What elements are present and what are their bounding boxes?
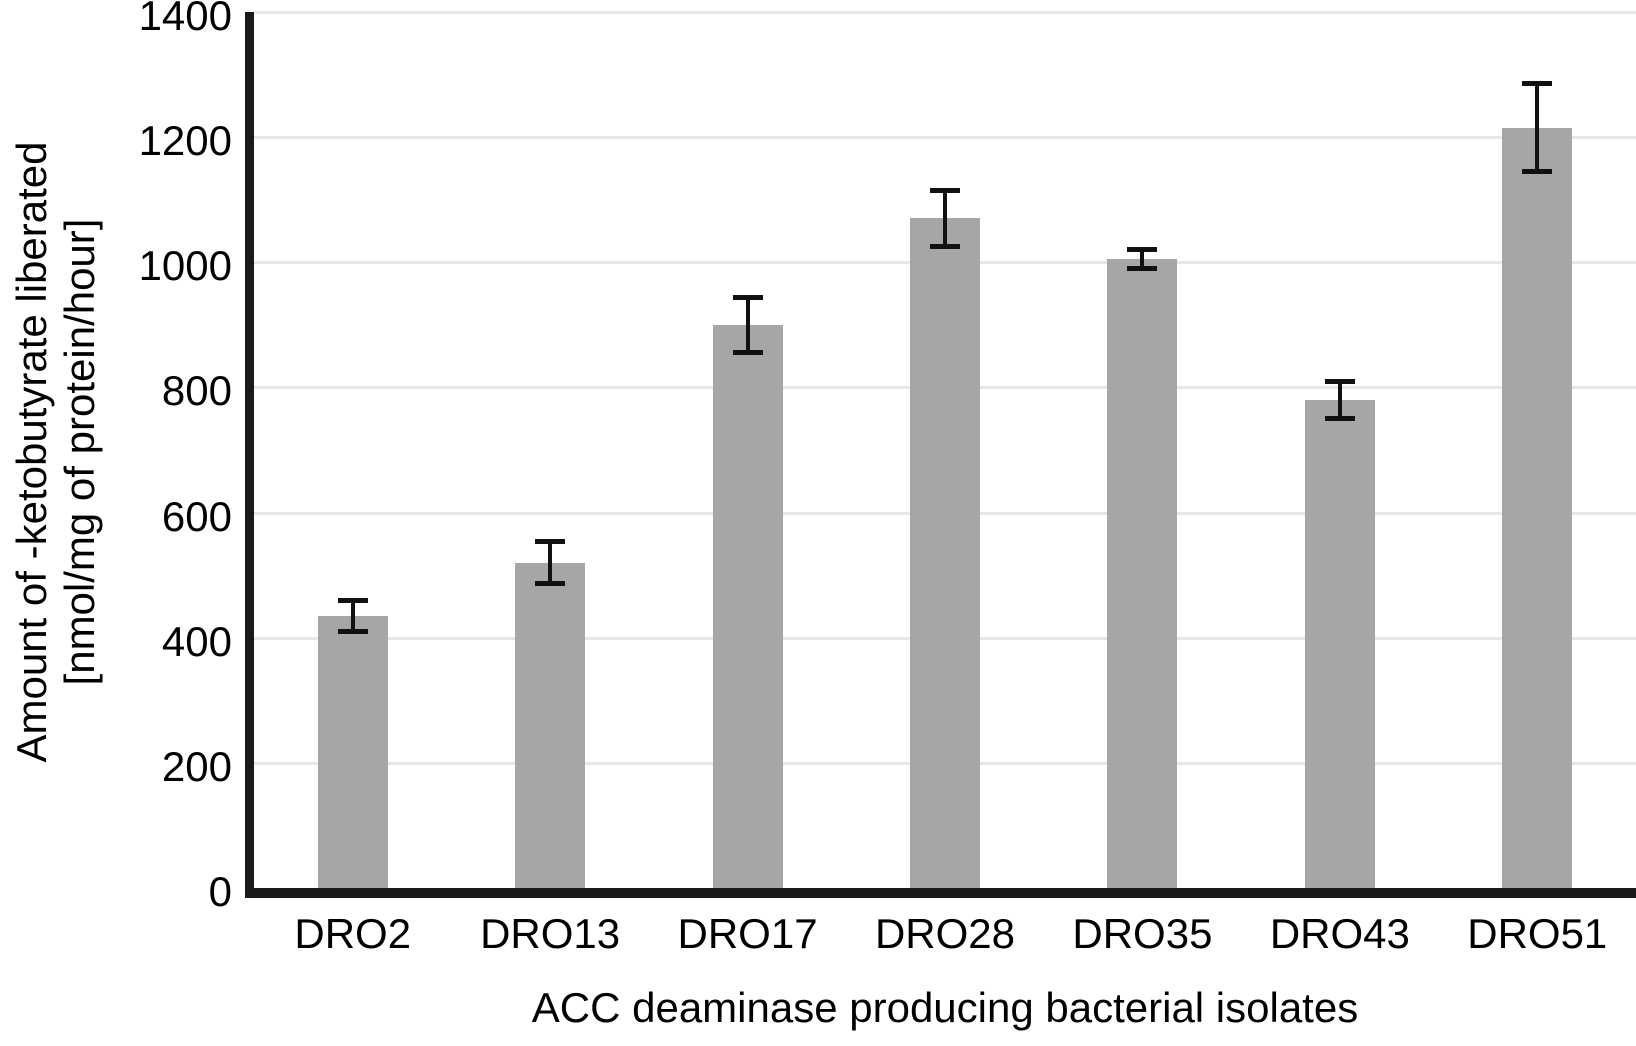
bar-DRO35 xyxy=(1107,259,1178,888)
error-bar-top-cap-DRO35 xyxy=(1127,247,1158,253)
x-tick-label-DRO2: DRO2 xyxy=(294,910,412,957)
gridline-1400 xyxy=(254,11,1636,14)
error-bar-bottom-cap-DRO2 xyxy=(337,628,368,634)
bar-DRO28 xyxy=(910,218,980,888)
x-tick-label-DRO28: DRO28 xyxy=(874,910,1016,957)
error-bar-top-cap-DRO51 xyxy=(1522,81,1553,87)
error-bar-stem-DRO43 xyxy=(1337,381,1342,419)
error-bar-stem-DRO2 xyxy=(350,600,355,632)
bar-DRO13 xyxy=(515,562,586,888)
x-tick-label-DRO43: DRO43 xyxy=(1269,910,1410,957)
error-bar-top-cap-DRO17 xyxy=(732,294,763,300)
error-bar-bottom-cap-DRO51 xyxy=(1522,169,1553,175)
gridline-1200 xyxy=(254,136,1636,140)
y-tick-label-200: 200 xyxy=(161,742,232,790)
error-bar-stem-DRO17 xyxy=(745,297,750,353)
y-tick-label-1200: 1200 xyxy=(138,117,232,165)
error-bar-stem-DRO28 xyxy=(943,190,947,247)
error-bar-stem-DRO35 xyxy=(1140,249,1145,269)
bar-DRO2 xyxy=(317,615,388,888)
x-axis-title: ACC deaminase producing bacterial isolat… xyxy=(531,984,1359,1031)
error-bar-top-cap-DRO13 xyxy=(535,539,566,545)
x-tick-label-DRO51: DRO51 xyxy=(1467,910,1608,957)
error-bar-top-cap-DRO28 xyxy=(930,187,960,193)
error-bar-bottom-cap-DRO17 xyxy=(732,349,763,355)
bar-DRO17 xyxy=(712,324,783,888)
y-axis-line xyxy=(245,12,254,898)
error-bar-top-cap-DRO2 xyxy=(337,597,368,603)
y-tick-label-400: 400 xyxy=(161,617,232,665)
y-axis-title-line1: Amount of -ketobutyrate liberated xyxy=(8,141,55,763)
x-tick-label-DRO17: DRO17 xyxy=(677,910,818,957)
y-tick-label-800: 800 xyxy=(161,367,232,415)
y-tick-label-600: 600 xyxy=(161,492,232,540)
error-bar-stem-DRO51 xyxy=(1535,83,1540,172)
y-tick-label-0: 0 xyxy=(208,868,232,915)
error-bar-bottom-cap-DRO28 xyxy=(930,244,960,250)
y-axis-title: Amount of -ketobutyrate liberated [nmol/… xyxy=(8,141,104,762)
y-tick-label-1400: 1400 xyxy=(138,0,232,39)
error-bar-top-cap-DRO43 xyxy=(1324,379,1355,385)
error-bar-bottom-cap-DRO43 xyxy=(1324,415,1355,421)
y-axis-title-line2: [nmol/mg of protein/hour] xyxy=(56,218,103,686)
x-tick-label-DRO13: DRO13 xyxy=(480,910,621,957)
y-tick-label-1000: 1000 xyxy=(138,242,232,290)
error-bar-bottom-cap-DRO35 xyxy=(1127,266,1158,272)
error-bar-stem-DRO13 xyxy=(548,541,553,584)
bar-DRO51 xyxy=(1502,127,1573,888)
error-bar-bottom-cap-DRO13 xyxy=(535,580,566,586)
x-tick-label-DRO35: DRO35 xyxy=(1072,910,1213,957)
bar-DRO43 xyxy=(1304,399,1375,888)
x-axis-line xyxy=(245,888,1636,898)
